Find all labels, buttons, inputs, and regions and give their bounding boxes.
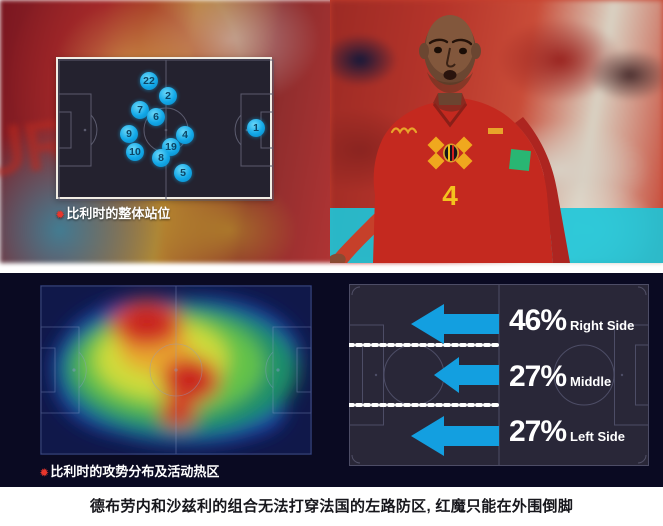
svg-text:4: 4 [442, 180, 458, 211]
